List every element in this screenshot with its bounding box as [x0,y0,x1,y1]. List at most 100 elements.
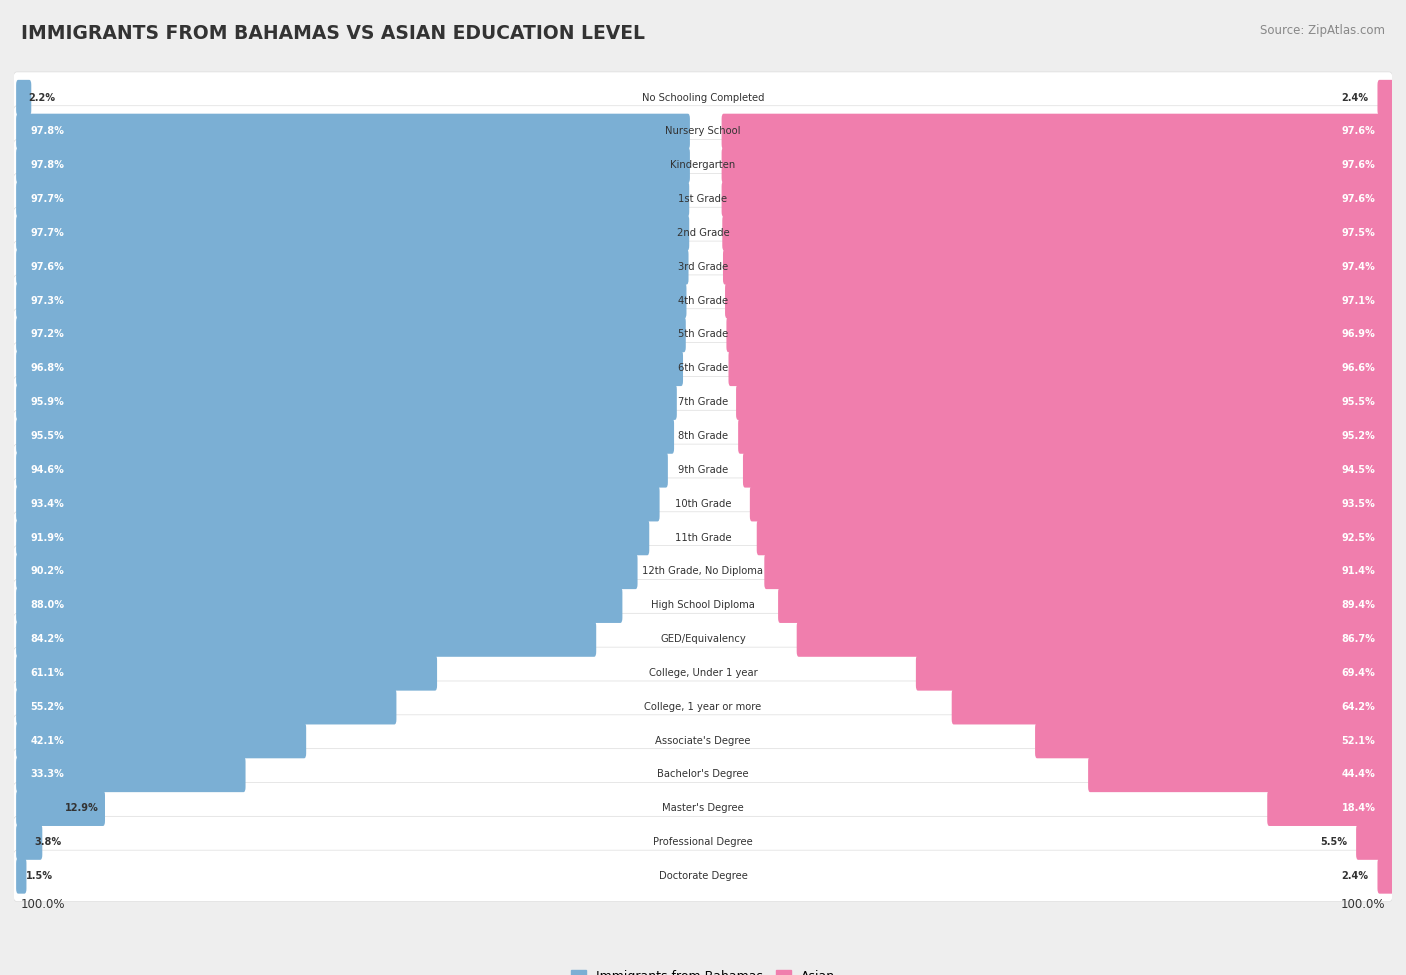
Text: 97.2%: 97.2% [31,330,65,339]
FancyBboxPatch shape [723,215,1393,251]
FancyBboxPatch shape [15,147,690,183]
FancyBboxPatch shape [15,621,596,657]
Text: Professional Degree: Professional Degree [654,838,752,847]
FancyBboxPatch shape [737,384,1393,420]
Text: 91.4%: 91.4% [1341,566,1375,576]
Text: 92.5%: 92.5% [1341,532,1375,542]
FancyBboxPatch shape [797,621,1393,657]
FancyBboxPatch shape [13,647,1393,698]
FancyBboxPatch shape [721,114,1393,149]
FancyBboxPatch shape [15,757,246,792]
Text: 97.1%: 97.1% [1341,295,1375,305]
FancyBboxPatch shape [1088,757,1393,792]
Text: 97.4%: 97.4% [1341,262,1375,272]
Text: 97.8%: 97.8% [31,127,65,136]
Text: Source: ZipAtlas.com: Source: ZipAtlas.com [1260,24,1385,37]
Text: Doctorate Degree: Doctorate Degree [658,871,748,880]
FancyBboxPatch shape [749,486,1393,522]
Text: 5th Grade: 5th Grade [678,330,728,339]
FancyBboxPatch shape [13,342,1393,394]
FancyBboxPatch shape [15,80,31,115]
FancyBboxPatch shape [15,858,27,894]
Text: 97.3%: 97.3% [31,295,65,305]
FancyBboxPatch shape [721,181,1393,216]
FancyBboxPatch shape [15,351,683,386]
Text: 10th Grade: 10th Grade [675,498,731,509]
FancyBboxPatch shape [721,147,1393,183]
FancyBboxPatch shape [1378,858,1393,894]
FancyBboxPatch shape [15,520,650,556]
Text: 4th Grade: 4th Grade [678,295,728,305]
FancyBboxPatch shape [13,105,1393,157]
FancyBboxPatch shape [756,520,1393,556]
Text: High School Diploma: High School Diploma [651,601,755,610]
FancyBboxPatch shape [13,478,1393,529]
Text: 97.6%: 97.6% [1341,160,1375,171]
FancyBboxPatch shape [778,587,1393,623]
FancyBboxPatch shape [727,317,1393,352]
Text: 96.8%: 96.8% [31,364,65,373]
FancyBboxPatch shape [13,208,1393,258]
FancyBboxPatch shape [15,689,396,724]
FancyBboxPatch shape [13,546,1393,597]
Text: 97.6%: 97.6% [1341,127,1375,136]
Text: 1st Grade: 1st Grade [679,194,727,204]
FancyBboxPatch shape [13,579,1393,631]
Text: 84.2%: 84.2% [31,634,65,644]
FancyBboxPatch shape [738,418,1393,453]
Text: 5.5%: 5.5% [1320,838,1347,847]
Text: No Schooling Completed: No Schooling Completed [641,93,765,102]
FancyBboxPatch shape [13,783,1393,834]
FancyBboxPatch shape [15,215,689,251]
Text: 97.6%: 97.6% [31,262,65,272]
Text: 33.3%: 33.3% [31,769,65,779]
FancyBboxPatch shape [15,283,686,319]
Text: 97.7%: 97.7% [31,194,65,204]
Text: 100.0%: 100.0% [1340,898,1385,912]
Text: 95.9%: 95.9% [31,397,65,408]
FancyBboxPatch shape [13,72,1393,123]
FancyBboxPatch shape [13,445,1393,495]
Text: 94.5%: 94.5% [1341,465,1375,475]
Text: 90.2%: 90.2% [31,566,65,576]
Text: 44.4%: 44.4% [1341,769,1375,779]
Text: 97.5%: 97.5% [1341,228,1375,238]
FancyBboxPatch shape [915,655,1393,690]
Text: 97.8%: 97.8% [31,160,65,171]
Text: 3.8%: 3.8% [34,838,62,847]
FancyBboxPatch shape [13,241,1393,292]
Legend: Immigrants from Bahamas, Asian: Immigrants from Bahamas, Asian [567,965,839,975]
Text: 2.4%: 2.4% [1341,871,1368,880]
FancyBboxPatch shape [13,275,1393,327]
Text: 95.5%: 95.5% [1341,397,1375,408]
FancyBboxPatch shape [13,613,1393,665]
FancyBboxPatch shape [13,309,1393,360]
FancyBboxPatch shape [1267,791,1393,826]
Text: 94.6%: 94.6% [31,465,65,475]
FancyBboxPatch shape [952,689,1393,724]
Text: Bachelor's Degree: Bachelor's Degree [657,769,749,779]
Text: 3rd Grade: 3rd Grade [678,262,728,272]
FancyBboxPatch shape [1357,824,1393,860]
Text: 8th Grade: 8th Grade [678,431,728,441]
Text: 89.4%: 89.4% [1341,601,1375,610]
FancyBboxPatch shape [15,486,659,522]
Text: 91.9%: 91.9% [31,532,65,542]
FancyBboxPatch shape [13,816,1393,868]
FancyBboxPatch shape [13,850,1393,902]
FancyBboxPatch shape [15,722,307,759]
Text: College, 1 year or more: College, 1 year or more [644,702,762,712]
Text: Nursery School: Nursery School [665,127,741,136]
FancyBboxPatch shape [13,410,1393,462]
FancyBboxPatch shape [742,452,1393,488]
FancyBboxPatch shape [1378,80,1393,115]
Text: Kindergarten: Kindergarten [671,160,735,171]
Text: IMMIGRANTS FROM BAHAMAS VS ASIAN EDUCATION LEVEL: IMMIGRANTS FROM BAHAMAS VS ASIAN EDUCATI… [21,24,645,43]
Text: 97.6%: 97.6% [1341,194,1375,204]
Text: College, Under 1 year: College, Under 1 year [648,668,758,678]
FancyBboxPatch shape [728,351,1393,386]
Text: 95.2%: 95.2% [1341,431,1375,441]
FancyBboxPatch shape [13,681,1393,732]
FancyBboxPatch shape [15,655,437,690]
Text: Associate's Degree: Associate's Degree [655,735,751,746]
